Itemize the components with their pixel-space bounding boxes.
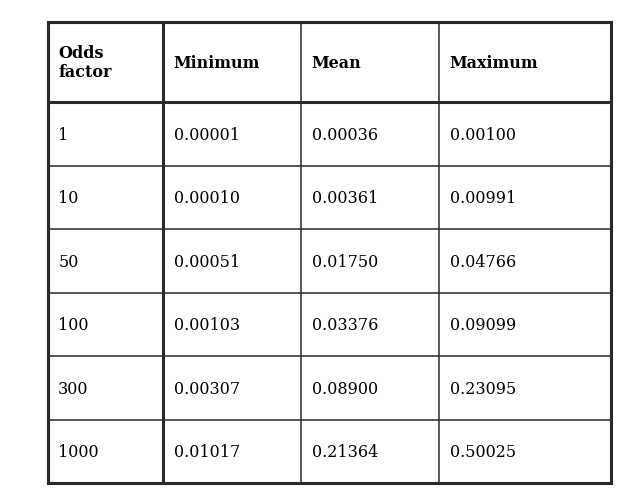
Text: 10: 10 bbox=[58, 190, 79, 207]
Text: 0.23095: 0.23095 bbox=[449, 380, 516, 397]
Text: 0.21364: 0.21364 bbox=[312, 443, 378, 460]
Text: 0.00307: 0.00307 bbox=[173, 380, 240, 397]
Text: 0.03376: 0.03376 bbox=[312, 317, 378, 334]
Bar bbox=[48, 23, 611, 483]
Text: 1000: 1000 bbox=[58, 443, 99, 460]
Text: 0.00010: 0.00010 bbox=[173, 190, 239, 207]
Text: 0.00051: 0.00051 bbox=[173, 253, 240, 270]
Text: Odds
factor: Odds factor bbox=[58, 45, 111, 81]
Text: 0.01750: 0.01750 bbox=[312, 253, 378, 270]
Text: 300: 300 bbox=[58, 380, 88, 397]
Text: 50: 50 bbox=[58, 253, 79, 270]
Text: 0.00103: 0.00103 bbox=[173, 317, 240, 334]
Text: 1: 1 bbox=[58, 126, 68, 143]
Text: 0.00036: 0.00036 bbox=[312, 126, 378, 143]
Text: 0.50025: 0.50025 bbox=[449, 443, 516, 460]
Text: 0.01017: 0.01017 bbox=[173, 443, 240, 460]
Text: 0.09099: 0.09099 bbox=[449, 317, 516, 334]
Text: Maximum: Maximum bbox=[449, 55, 538, 71]
Text: 100: 100 bbox=[58, 317, 88, 334]
Text: 0.00100: 0.00100 bbox=[449, 126, 516, 143]
Text: 0.00991: 0.00991 bbox=[449, 190, 516, 207]
Text: 0.04766: 0.04766 bbox=[449, 253, 516, 270]
Text: 0.00361: 0.00361 bbox=[312, 190, 378, 207]
Text: Mean: Mean bbox=[312, 55, 362, 71]
Text: Minimum: Minimum bbox=[173, 55, 260, 71]
Text: 0.08900: 0.08900 bbox=[312, 380, 378, 397]
Text: 0.00001: 0.00001 bbox=[173, 126, 239, 143]
